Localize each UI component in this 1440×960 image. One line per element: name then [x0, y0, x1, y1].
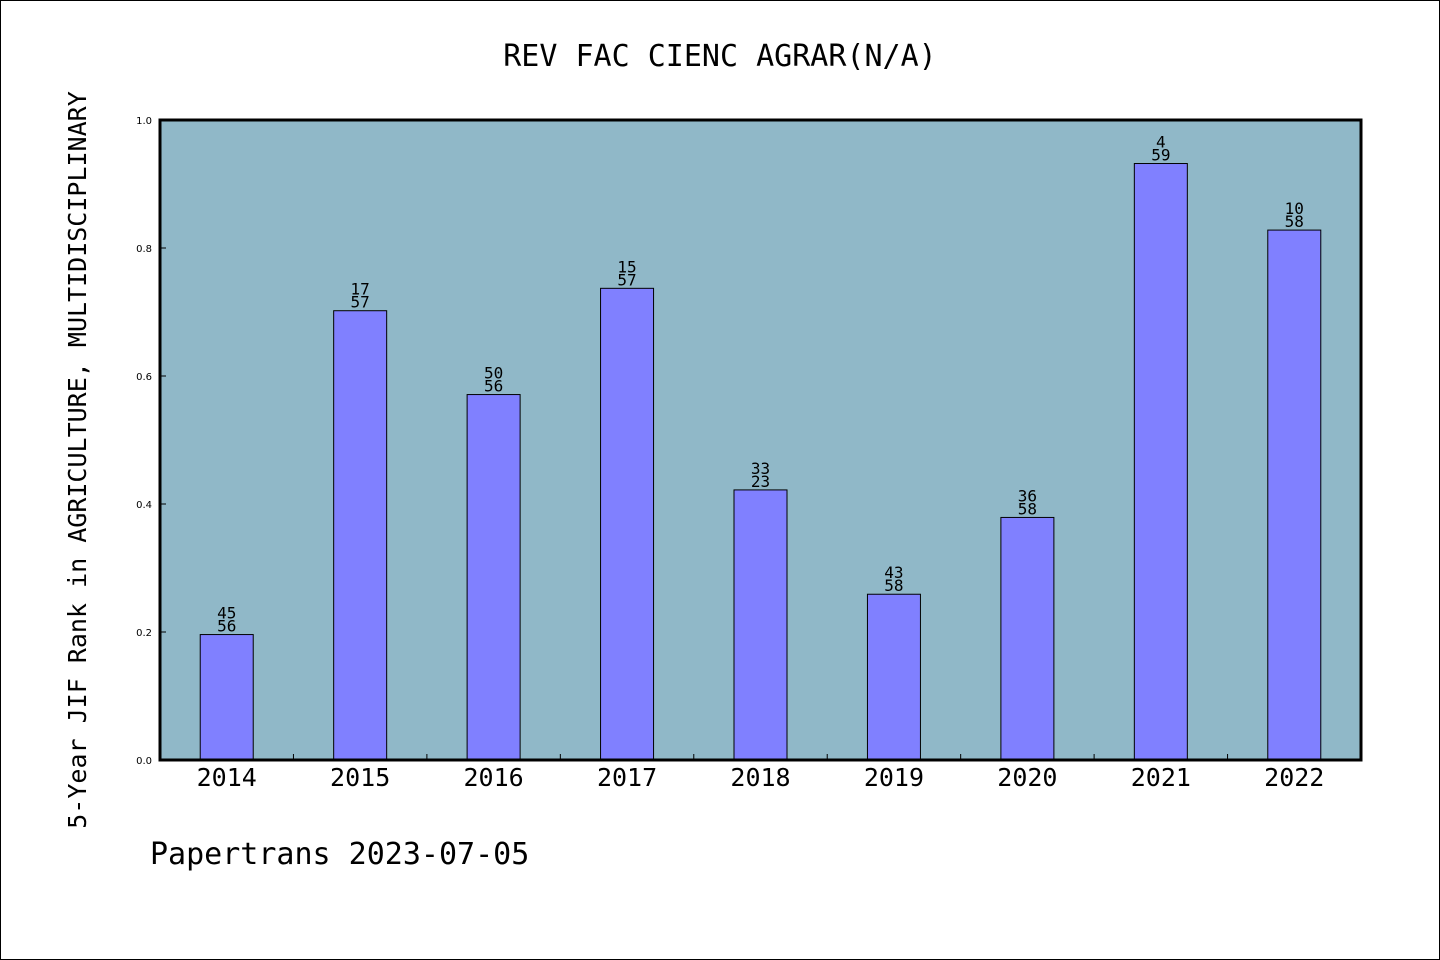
bar	[466, 394, 521, 761]
x-tick-label: 2014	[197, 763, 257, 792]
y-tick-label: 0.4	[136, 500, 152, 511]
x-tick-label: 2015	[330, 763, 390, 792]
y-tick-label: 0.6	[136, 372, 152, 383]
bar-label-total: 59	[1151, 146, 1170, 165]
y-tick-label: 0.8	[136, 244, 152, 255]
bar	[600, 287, 655, 761]
x-axis: 2014 2015 2016 2017 2018 2019 2020 2021 2022	[197, 754, 1324, 792]
bar-label-total: 56	[217, 617, 236, 636]
bar-label-total: 57	[351, 293, 370, 312]
bar-series	[199, 163, 1322, 761]
chart-title: REV FAC CIENC AGRAR(N/A)	[503, 39, 936, 74]
y-tick-label: 1.0	[136, 116, 152, 127]
bar	[1133, 163, 1188, 761]
bar-label-rank: 36	[1018, 486, 1037, 505]
x-tick-label: 2019	[864, 763, 924, 792]
y-tick-label: 0.2	[136, 628, 152, 639]
plot-border	[158, 118, 1363, 762]
bar-label-total: 58	[1285, 212, 1304, 231]
bar-label-rank: 10	[1285, 199, 1304, 218]
bar-label-rank: 17	[351, 280, 370, 299]
x-tick-label: 2022	[1264, 763, 1324, 792]
bar-label-total: 58	[884, 576, 903, 595]
bar-label-rank: 45	[217, 604, 236, 623]
bar-label-total: 58	[1018, 499, 1037, 518]
bar	[733, 489, 788, 761]
bar	[333, 310, 388, 761]
bar	[866, 593, 921, 761]
bar-label-rank: 43	[884, 563, 903, 582]
bar-label-rank: 4	[1156, 133, 1166, 152]
x-tick-label: 2017	[597, 763, 657, 792]
y-tick-label: 0.0	[136, 756, 152, 767]
footer-credit: Papertrans 2023-07-05	[150, 837, 529, 872]
x-tick-label: 2021	[1131, 763, 1191, 792]
bar-label-rank: 15	[617, 257, 636, 276]
x-tick-label: 2016	[464, 763, 524, 792]
bar	[1000, 516, 1055, 761]
bar	[1267, 229, 1322, 761]
bar-label-total: 57	[617, 270, 636, 289]
x-tick-label: 2018	[730, 763, 790, 792]
x-tick-label: 2020	[997, 763, 1057, 792]
bar-label-rank: 33	[751, 459, 770, 478]
y-axis-label: 5-Year JIF Rank in AGRICULTURE, MULTIDIS…	[63, 91, 92, 829]
bar-label-rank: 50	[484, 364, 503, 383]
bar-label-total: 56	[484, 377, 503, 396]
bar	[199, 634, 254, 761]
bar-label-total: 23	[751, 472, 770, 491]
